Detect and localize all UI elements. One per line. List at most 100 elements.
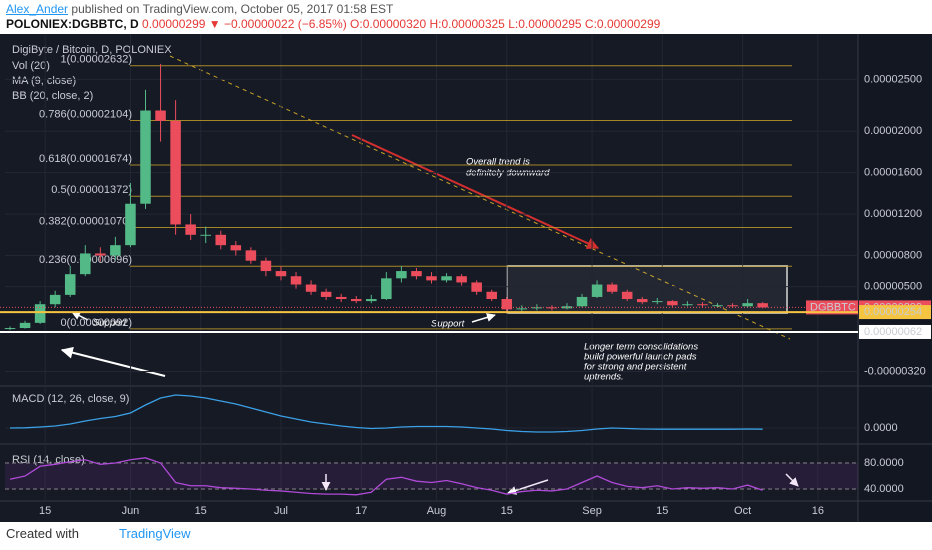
indicator-label: Vol (20) (12, 60, 50, 72)
published: published on TradingView.com, October 05… (71, 2, 394, 16)
fib-label: 1(0.00002632) (60, 54, 132, 66)
candle-body (757, 303, 768, 308)
candle-body (245, 250, 257, 261)
candle-body (366, 299, 377, 302)
candle-body (561, 306, 573, 309)
candle-body (140, 110, 151, 204)
price-axis (858, 34, 932, 522)
candle-body (335, 296, 347, 300)
y-tick-label: 0.0000 (864, 422, 898, 434)
symbol: POLONIEX:DGBBTC, D (6, 17, 139, 31)
candle-body (19, 322, 31, 329)
candle-body (682, 304, 693, 306)
candle-body (712, 305, 723, 307)
candle-body (260, 260, 272, 272)
x-tick-label: 17 (355, 505, 367, 517)
candle-body (350, 299, 362, 302)
y-tick-label: 0.00001200 (864, 208, 922, 220)
price-label: 0.00000062 (864, 326, 922, 338)
candle-body (125, 203, 136, 246)
candle-body (441, 276, 452, 281)
candle-body (4, 328, 16, 330)
y-tick-label: 0.00002000 (864, 125, 922, 137)
rsi-band (5, 463, 858, 489)
author[interactable]: Alex_Ander (6, 2, 69, 16)
trend-arrow (351, 134, 600, 249)
candle-body (591, 284, 603, 297)
x-tick-label: Jun (122, 505, 140, 517)
fib-label: 0.786(0.00002104) (39, 108, 132, 120)
indicator-label: BB (20, close, 2) (12, 90, 93, 102)
indicator-line (10, 394, 763, 433)
indicator-label: MA (9, close) (12, 75, 76, 87)
candle-body (652, 301, 663, 303)
arrow (71, 311, 89, 321)
candle-body (501, 299, 513, 310)
header: Alex_Ander published on TradingView.com,… (6, 2, 660, 32)
annotation: Support (93, 318, 127, 329)
candle-body (110, 245, 121, 256)
candle-body (49, 294, 61, 305)
annotation: build powerful launch pads (584, 352, 697, 363)
annotation: uptrends. (584, 372, 624, 383)
candle-body (516, 308, 528, 310)
annotation: Longer term consolidations (584, 342, 698, 353)
arrow (507, 479, 549, 495)
created: Created with (6, 526, 79, 541)
candle-body (290, 276, 302, 285)
quote: 0.00000299 ▼ −0.00000022 (−6.85%) O:0.00… (142, 17, 661, 31)
pane-title: MACD (12, 26, close, 9) (12, 393, 129, 405)
candle-body (667, 301, 678, 306)
candle-body (34, 304, 46, 323)
candle-body (697, 304, 708, 306)
y-tick-label: 40.0000 (864, 483, 904, 495)
brand[interactable]: TradingView (118, 526, 191, 541)
candle-body (486, 291, 497, 300)
candle-body (621, 291, 633, 300)
y-tick-label: 0.00002500 (864, 73, 922, 85)
x-tick-label: 15 (501, 505, 513, 517)
candle-body (185, 224, 196, 235)
arrow (785, 473, 799, 487)
x-tick-label: 15 (195, 505, 207, 517)
fib-label: 0(0.00000092) (60, 317, 132, 329)
candle-body (305, 284, 317, 292)
fib-label: 0.5(0.00001372) (51, 184, 132, 196)
price-label: 0.00000254 (864, 306, 922, 318)
y-tick-label: 0.00000500 (864, 281, 922, 293)
candle-body (170, 120, 181, 225)
annotation: Support (431, 319, 465, 330)
price-label-box (859, 305, 931, 320)
candle-body (576, 296, 588, 307)
candle-body (95, 253, 106, 256)
candle-body (230, 245, 242, 251)
chart-title: DigiByte / Bitcoin, D, POLONIEX (12, 44, 172, 56)
candle-body (606, 284, 618, 292)
y-tick-label: 80.0000 (864, 457, 904, 469)
candle-body (64, 274, 76, 295)
x-tick-label: Jul (274, 505, 288, 517)
chart: DigiByte / Bitcoin, D, POLONIEX Vol (20)… (0, 34, 932, 522)
candle-body (636, 299, 648, 303)
fib-label: 0.618(0.00001674) (39, 153, 132, 165)
indicator-line (9, 457, 763, 496)
candle-body (381, 278, 392, 300)
candle-body (742, 303, 753, 307)
candle-body (456, 276, 467, 283)
candle-body (275, 271, 287, 277)
y-tick-label: -0.00000320 (864, 365, 926, 377)
footer: Created with TradingView (6, 526, 191, 541)
candle-body (471, 282, 482, 292)
price-label-box (859, 324, 931, 339)
x-tick-label: Sep (582, 505, 602, 517)
candle-body (80, 253, 91, 275)
candle-body (396, 271, 407, 279)
x-tick-label: Aug (427, 505, 447, 517)
candle-body (320, 291, 332, 297)
candle-body (411, 271, 422, 277)
arrow (471, 313, 496, 323)
x-tick-label: 16 (812, 505, 824, 517)
x-tick-label: Oct (734, 505, 751, 517)
candle-body (426, 276, 437, 281)
